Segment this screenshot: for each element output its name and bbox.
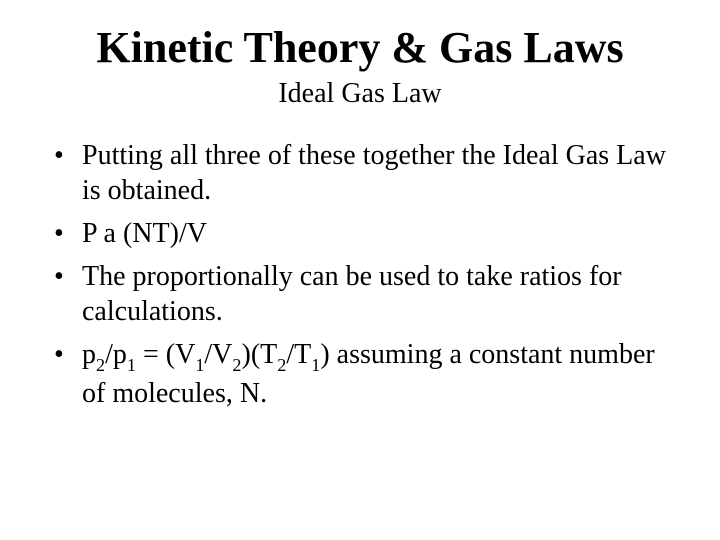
bullet-2: P a (NT)/V xyxy=(50,216,670,251)
b4-v1: 1 xyxy=(195,355,204,375)
bullet-2-pre: P xyxy=(82,218,104,249)
bullet-4: p2/p1 = (V1/V2)(T2/T1) assuming a consta… xyxy=(50,337,670,410)
proportional-symbol: a xyxy=(104,218,116,249)
b4-eq: = (V xyxy=(136,339,195,370)
b4-slasht: /T xyxy=(286,339,311,370)
b4-sub1: 1 xyxy=(127,355,136,375)
slide-subtitle: Ideal Gas Law xyxy=(50,78,670,110)
b4-slashp: /p xyxy=(105,339,127,370)
b4-sub2: 2 xyxy=(96,355,105,375)
bullet-2-post: (NT)/V xyxy=(116,218,207,249)
b4-t1: 1 xyxy=(311,355,320,375)
b4-t2: 2 xyxy=(277,355,286,375)
b4-slashv: /V xyxy=(204,339,232,370)
b4-parent: )(T xyxy=(242,339,278,370)
b4-p: p xyxy=(82,339,96,370)
slide-title: Kinetic Theory & Gas Laws xyxy=(50,24,670,72)
slide: Kinetic Theory & Gas Laws Ideal Gas Law … xyxy=(0,0,720,540)
bullet-3: The proportionally can be used to take r… xyxy=(50,259,670,329)
bullet-list: Putting all three of these together the … xyxy=(50,138,670,410)
bullet-1: Putting all three of these together the … xyxy=(50,138,670,208)
b4-v2: 2 xyxy=(232,355,241,375)
